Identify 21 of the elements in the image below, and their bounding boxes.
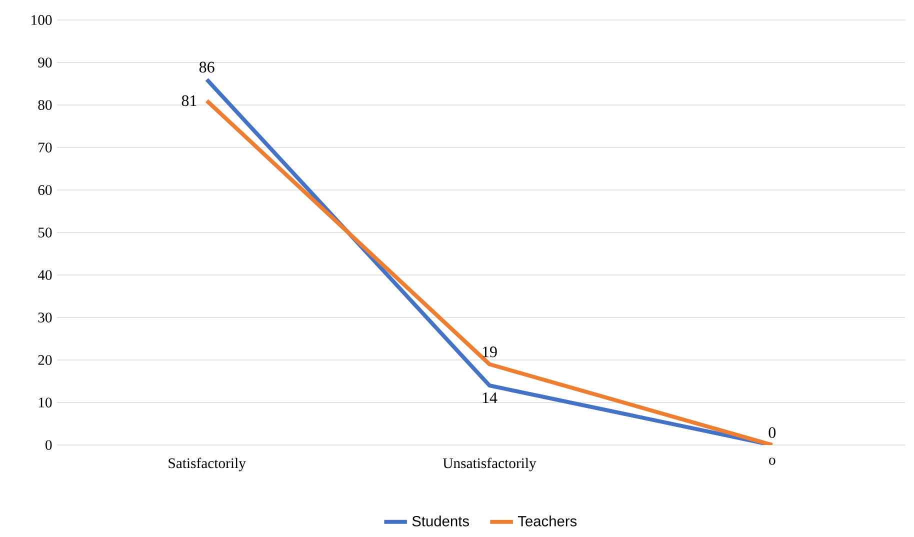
legend-label: Students <box>412 516 469 526</box>
legend-label: Teachers <box>518 516 577 526</box>
x-tick-label: o <box>769 458 776 465</box>
data-label: 19 <box>482 346 497 358</box>
data-label: 14 <box>482 392 498 403</box>
y-tick-label: 0 <box>46 440 52 450</box>
x-tick-label: Unsatisfactorily <box>442 458 536 472</box>
x-tick-label: Satisfactorily <box>168 458 246 472</box>
y-tick-label: 90 <box>38 58 52 68</box>
y-tick-label: 70 <box>38 142 52 152</box>
y-tick-label: 20 <box>38 355 52 365</box>
data-label: 0 <box>768 427 776 438</box>
y-tick-label: 80 <box>38 100 52 110</box>
y-tick-label: 10 <box>38 398 52 408</box>
y-tick-label: 30 <box>38 312 52 322</box>
data-label: 81 <box>182 95 196 106</box>
y-tick-label: 100 <box>32 15 52 25</box>
data-label: 86 <box>199 62 214 73</box>
y-tick-label: 60 <box>38 185 52 195</box>
y-tick-label: 50 <box>38 228 52 238</box>
y-tick-label: 40 <box>38 270 52 280</box>
